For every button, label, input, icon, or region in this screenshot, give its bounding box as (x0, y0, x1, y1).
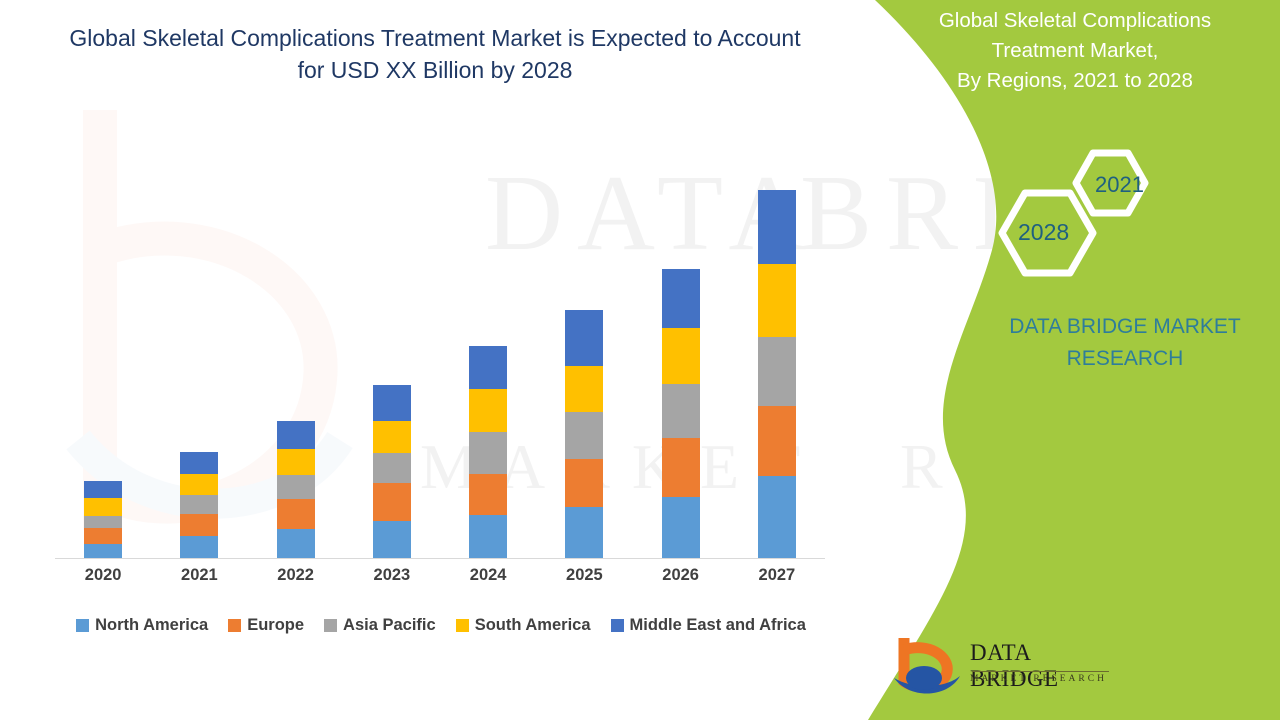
bar-segment[interactable] (469, 432, 508, 474)
bar-segment[interactable] (469, 515, 508, 559)
bar-segment[interactable] (469, 389, 508, 432)
x-axis-labels: 2020 2021 2022 2023 2024 2025 2026 2027 (55, 566, 825, 585)
hexagon-label-2028: 2028 (1018, 219, 1070, 245)
chart-title: Global Skeletal Complications Treatment … (69, 25, 801, 83)
bar-slot-2022 (248, 160, 344, 559)
stacked-bar[interactable] (180, 452, 219, 559)
bar-slot-2026 (633, 160, 729, 559)
stacked-bar[interactable] (372, 385, 411, 559)
bar-segment[interactable] (757, 190, 796, 264)
bar-slot-2020 (55, 160, 151, 559)
bar-segment[interactable] (372, 453, 411, 483)
bar-segment[interactable] (276, 529, 315, 559)
bar-segment[interactable] (180, 514, 219, 536)
logo-wordmark: DATA BRIDGE (970, 640, 1059, 691)
stacked-bar[interactable] (84, 481, 123, 559)
bar-segment[interactable] (661, 438, 700, 497)
bar-segment[interactable] (757, 337, 796, 406)
chart-legend: North America Europe Asia Pacific South Ame… (46, 616, 836, 635)
bar-segment[interactable] (661, 269, 700, 328)
bar-segment[interactable] (565, 310, 604, 366)
bar-segment[interactable] (276, 421, 315, 449)
legend-swatch-icon (610, 619, 624, 632)
logo-divider (972, 671, 1109, 672)
legend-swatch-icon (455, 619, 469, 632)
legend-swatch-icon (228, 619, 242, 632)
bar-segment[interactable] (84, 481, 123, 498)
bar-segment[interactable] (276, 449, 315, 475)
hexagon-2021-shape (1072, 149, 1149, 217)
bar-segment[interactable] (469, 474, 508, 515)
bar-segment[interactable] (757, 406, 796, 476)
x-axis-label: 2026 (662, 566, 699, 584)
bar-segment[interactable] (372, 521, 411, 559)
x-axis-line (55, 558, 825, 559)
panel-heading: Global Skeletal Complications Treatment … (938, 9, 1212, 92)
legend-label: North America (95, 616, 209, 634)
bar-slot-2021 (151, 160, 247, 559)
bar-segment[interactable] (276, 475, 315, 499)
legend-item[interactable]: North America (76, 616, 208, 635)
panel-brand-text: DATA BRIDGE MARKET RESEARCH (1009, 315, 1241, 370)
bar-segment[interactable] (565, 459, 604, 507)
legend-swatch-icon (324, 619, 338, 632)
data-bridge-logo: DATA BRIDGE MARKET RESEARCH (890, 634, 1120, 704)
x-axis-label: 2020 (84, 566, 122, 584)
bar-segment[interactable] (757, 264, 796, 337)
x-axis-label: 2025 (566, 566, 603, 584)
legend-label: Middle East and Africa (629, 616, 806, 634)
bar-segment[interactable] (84, 498, 123, 516)
bar-segment[interactable] (180, 474, 219, 495)
hexagon-2028-shape (998, 189, 1097, 277)
stacked-bar[interactable] (565, 310, 604, 559)
bar-segment[interactable] (84, 544, 123, 559)
bar-segment[interactable] (276, 499, 315, 529)
bar-segment[interactable] (661, 497, 700, 559)
bar-segment[interactable] (565, 507, 604, 559)
bar-segment[interactable] (84, 516, 123, 528)
bar-segment[interactable] (565, 412, 604, 459)
bar-segment[interactable] (757, 476, 796, 559)
legend-item[interactable]: Middle East and Africa (610, 616, 806, 635)
bar-segment[interactable] (565, 366, 604, 412)
legend-label: Asia Pacific (343, 616, 436, 634)
stacked-bar[interactable] (276, 421, 315, 559)
legend-label: Europe (247, 616, 305, 634)
hexagon-label-2021: 2021 (1095, 172, 1144, 197)
legend-swatch-icon (76, 619, 90, 632)
bar-slot-2027 (729, 160, 825, 559)
bar-slot-2024 (440, 160, 536, 559)
bar-group (55, 160, 825, 559)
bar-segment[interactable] (84, 528, 123, 544)
legend-item[interactable]: South America (455, 616, 591, 635)
x-axis-label: 2027 (758, 566, 796, 584)
stacked-bar[interactable] (469, 346, 508, 559)
x-axis-label: 2022 (277, 566, 314, 584)
x-axis-label: 2021 (181, 566, 218, 584)
x-axis-label: 2024 (469, 566, 507, 584)
bar-slot-2025 (536, 160, 632, 559)
legend-label: South America (474, 616, 591, 634)
stacked-bar[interactable] (661, 269, 700, 559)
legend-item[interactable]: Asia Pacific (324, 616, 436, 635)
bar-segment[interactable] (180, 452, 219, 474)
bar-slot-2023 (344, 160, 440, 559)
bar-segment[interactable] (180, 495, 219, 514)
right-green-panel (840, 0, 1280, 720)
legend-item[interactable]: Europe (228, 616, 304, 635)
bar-segment[interactable] (661, 384, 700, 438)
bar-segment[interactable] (469, 346, 508, 389)
bar-segment[interactable] (661, 328, 700, 384)
logo-tagline: MARKET RESEARCH (970, 674, 1107, 684)
bar-segment[interactable] (372, 421, 411, 453)
x-axis-label: 2023 (373, 566, 411, 584)
logo-mark-icon (894, 638, 960, 694)
chart-plot-area (55, 160, 825, 559)
bar-segment[interactable] (180, 536, 219, 559)
stacked-bar[interactable] (757, 190, 796, 559)
hexagon-pair (985, 145, 1185, 285)
bar-segment[interactable] (372, 385, 411, 421)
bar-segment[interactable] (372, 483, 411, 521)
